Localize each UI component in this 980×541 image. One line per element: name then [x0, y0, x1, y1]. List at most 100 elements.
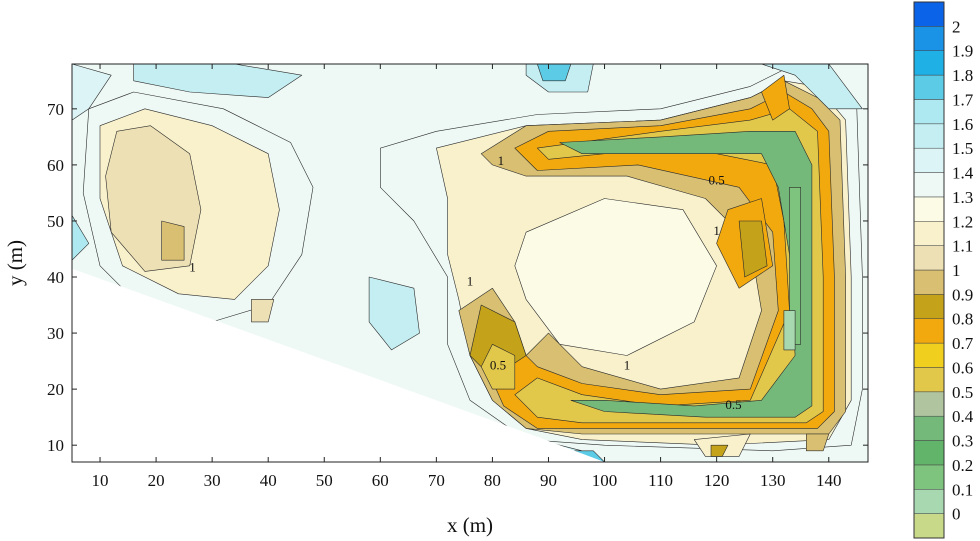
colorbar-swatch [913, 415, 945, 441]
x-tick-label: 20 [148, 471, 165, 490]
colorbar-label: 1.4 [952, 164, 974, 183]
colorbar-label: 0.8 [952, 310, 973, 329]
x-tick-label: 100 [592, 471, 618, 490]
x-tick-label: 60 [372, 471, 389, 490]
colorbar-label: 0.2 [952, 456, 973, 475]
contour-field [72, 64, 868, 462]
contour-label-6: 1 [624, 358, 631, 373]
colorbar-swatch [913, 269, 945, 295]
colorbar-swatch [913, 221, 945, 246]
colorbar-label: 0.3 [952, 432, 973, 451]
contour-label-0: 1 [189, 260, 196, 275]
contour-region-17 [480, 91, 835, 429]
plot-frame [71, 63, 869, 463]
colorbar-frame [913, 1, 945, 539]
x-tick-label: 110 [648, 471, 673, 490]
colorbar-label: 0.9 [952, 285, 973, 304]
x-tick-label: 80 [484, 471, 501, 490]
colorbar-label: 0.7 [952, 334, 974, 353]
contour-region-19 [559, 131, 813, 418]
y-axis: 10 20 30 40 50 60 70 [47, 100, 868, 455]
colorbar-swatch [913, 318, 945, 344]
colorbar-label: 1.9 [952, 42, 973, 61]
colorbar-label: 1.2 [952, 212, 973, 231]
colorbar-label: 2 [952, 17, 961, 36]
colorbar-label: 1.5 [952, 139, 973, 158]
y-tick-label: 40 [47, 268, 64, 287]
colorbar-label: 1.6 [952, 115, 973, 134]
colorbar-swatch [913, 489, 945, 514]
colorbar-swatch [913, 440, 945, 466]
colorbar-label: 0.6 [952, 359, 973, 378]
colorbar-label: 0.5 [952, 383, 973, 402]
contour-region-23 [480, 344, 516, 390]
x-tick-label: 50 [316, 471, 333, 490]
colorbar-swatch [913, 99, 945, 125]
contour-region-21 [783, 310, 796, 351]
y-axis-title: y (m) [3, 240, 27, 286]
colorbar-swatch [913, 391, 945, 417]
colorbar-swatch [913, 196, 945, 222]
contour-region-20 [789, 187, 801, 345]
contour-label-5: 0.5 [490, 358, 506, 373]
no-data-area [72, 268, 605, 462]
contour-label-7: 0.5 [725, 397, 741, 412]
contour-region-11 [161, 220, 185, 261]
y-tick-label: 50 [47, 212, 64, 231]
contour-label-2: 0.5 [709, 173, 725, 188]
colorbar-swatch [913, 26, 945, 51]
y-tick-label: 30 [47, 324, 64, 343]
colorbar-swatch [913, 1, 945, 27]
colorbar-swatch [913, 147, 945, 173]
contour-region-27 [761, 64, 863, 110]
colorbar-label: 1.7 [952, 91, 974, 110]
colorbar-swatch [913, 367, 945, 393]
colorbar-swatch [913, 74, 945, 100]
x-tick-label: 130 [760, 471, 786, 490]
colorbar-swatch [913, 50, 945, 76]
colorbar-label: 1.1 [952, 237, 973, 256]
contour-region-15 [514, 198, 717, 356]
colorbar-swatch [913, 513, 945, 539]
colorbar-label: 0.1 [952, 480, 973, 499]
x-tick-label: 10 [92, 471, 109, 490]
colorbar-swatch [913, 342, 945, 368]
contour-region-5 [72, 215, 90, 261]
contour-label-1: 1 [498, 153, 505, 168]
x-tick-label: 30 [204, 471, 221, 490]
contour-region-30 [806, 433, 830, 452]
colorbar-label: 0 [952, 505, 961, 524]
contour-region-29 [710, 444, 729, 457]
x-axis: 10 20 30 40 50 60 70 80 90 100 110 120 130 140 [92, 64, 842, 490]
colorbar-swatch [913, 294, 945, 319]
x-axis-title: x (m) [447, 513, 493, 537]
x-tick-label: 90 [540, 471, 557, 490]
x-tick-label: 70 [428, 471, 445, 490]
y-tick-label: 20 [47, 380, 64, 399]
contour-region-2 [537, 64, 572, 82]
contour-region-3 [368, 276, 420, 351]
contour-region-26 [761, 74, 790, 121]
x-tick-label: 120 [704, 471, 730, 490]
x-tick-label: 140 [816, 471, 842, 490]
colorbar-label: 1 [952, 261, 961, 280]
contour-region-12 [251, 299, 275, 323]
contour-labels: 1 1 0.5 1 1 0.5 1 0.5 [189, 153, 741, 412]
contour-region-25 [738, 220, 768, 278]
y-tick-label: 10 [47, 436, 64, 455]
y-tick-label: 60 [47, 156, 64, 175]
colorbar: 0 0.1 0.2 0.3 0.4 0.5 0.6 0.7 0.8 0.9 1 1.1 1.2 1.3 1.… [913, 1, 974, 539]
colorbar-label: 1.8 [952, 66, 973, 85]
contour-region-0 [133, 64, 303, 98]
colorbar-swatch [913, 172, 945, 198]
colorbar-label: 0.4 [952, 407, 974, 426]
colorbar-swatch [913, 123, 945, 149]
colorbar-label: 1.3 [952, 188, 973, 207]
x-tick-label: 40 [260, 471, 277, 490]
colorbar-swatch [913, 245, 945, 271]
y-tick-label: 70 [47, 100, 64, 119]
contour-label-4: 1 [467, 274, 474, 289]
colorbar-swatch [913, 464, 945, 490]
contour-label-3: 1 [713, 223, 720, 238]
